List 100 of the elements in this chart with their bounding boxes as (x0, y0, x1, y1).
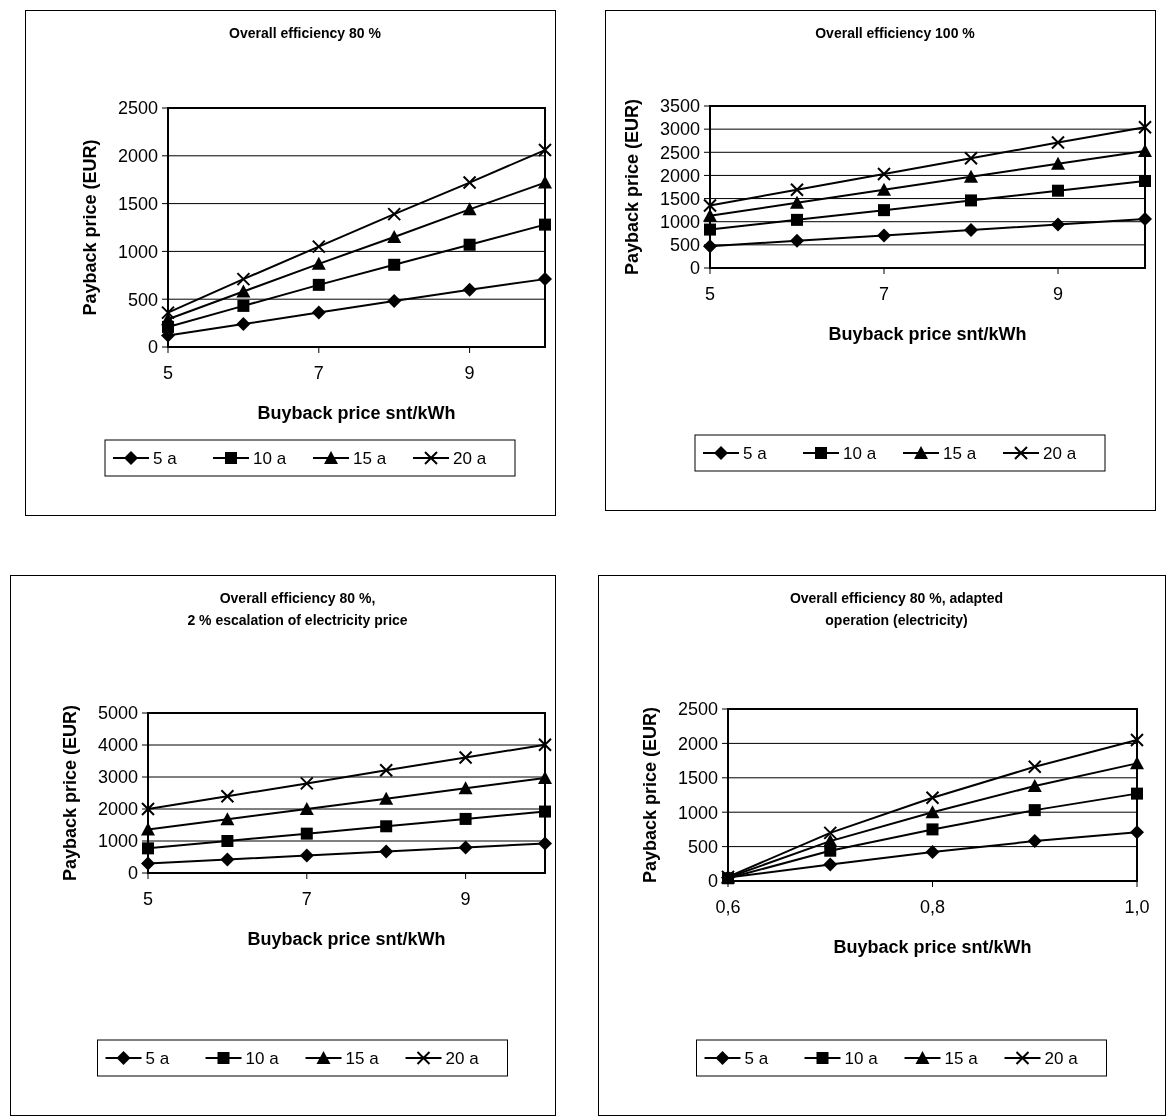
y-tick-label: 2000 (117, 146, 158, 167)
y-axis-title: Payback price (EUR) (640, 706, 660, 884)
point (463, 238, 476, 251)
point (926, 823, 939, 836)
point (790, 233, 804, 248)
x-tick-label: 9 (460, 889, 471, 909)
point (1027, 779, 1042, 793)
point (237, 299, 250, 312)
point (1051, 135, 1065, 150)
legend-label: 20 a (1043, 443, 1077, 463)
point (791, 213, 803, 226)
point (877, 167, 891, 182)
legend-label: 5 a (744, 1048, 769, 1068)
point (312, 278, 325, 291)
point (964, 151, 978, 166)
x-tick-label: 7 (878, 284, 890, 304)
y-tick-label: 2000 (659, 165, 700, 186)
point (538, 175, 552, 189)
point (823, 825, 838, 840)
point (539, 805, 551, 818)
point (459, 812, 472, 825)
point (141, 822, 155, 836)
x-tick-label: 5 (142, 889, 154, 909)
point (462, 282, 477, 297)
point (311, 239, 326, 254)
legend-label: 10 a (253, 448, 287, 468)
point (704, 223, 716, 236)
x-axis-title: Buyback price snt/kWh (247, 929, 446, 949)
y-tick-label: 1500 (117, 193, 158, 214)
point (964, 169, 978, 183)
chart-title: Overall efficiency 80 %, 2 % escalation of electricity price (187, 590, 408, 628)
y-tick-label: 1500 (659, 188, 700, 209)
point (379, 791, 394, 805)
y-axis-title: Payback price (EUR) (60, 704, 80, 882)
point (1028, 804, 1041, 817)
y-tick-label: 500 (127, 289, 158, 310)
point (141, 856, 155, 871)
point (925, 790, 940, 805)
point (236, 284, 251, 298)
point (964, 223, 978, 238)
point (220, 852, 235, 867)
point (703, 239, 717, 254)
y-tick-label: 0 (127, 863, 138, 884)
x-tick-label: 0,6 (715, 897, 741, 917)
point (142, 842, 154, 855)
x-tick-label: 1,0 (1124, 897, 1150, 917)
x-tick-label: 0,8 (919, 897, 946, 917)
point (161, 305, 175, 320)
y-tick-label: 2000 (97, 799, 138, 820)
point (299, 848, 314, 863)
point (299, 802, 314, 815)
point (462, 175, 477, 190)
y-tick-label: 2500 (117, 98, 158, 119)
point (878, 204, 890, 217)
point (300, 827, 313, 840)
legend-label: 15 a (345, 1048, 380, 1068)
point (1138, 211, 1152, 226)
y-tick-label: 3500 (659, 96, 700, 117)
point (458, 781, 473, 795)
y-tick-label: 4000 (97, 735, 138, 756)
point (141, 802, 155, 816)
legend-label: 15 a (943, 443, 977, 463)
legend-label: 5 a (153, 448, 178, 468)
legend-label: 15 a (944, 1048, 979, 1068)
legend-label: 20 a (1044, 1048, 1079, 1068)
point (877, 228, 891, 243)
legend-label: 15 a (353, 448, 387, 468)
legend-label: 20 a (453, 448, 487, 468)
x-tick-label: 7 (313, 363, 324, 383)
point (221, 835, 234, 847)
legend-label: 5 a (145, 1048, 170, 1068)
y-tick-label: 500 (687, 836, 718, 857)
point (1052, 184, 1064, 197)
point (387, 230, 402, 244)
point (925, 805, 940, 819)
point (703, 208, 717, 222)
y-tick-label: 2500 (677, 699, 718, 720)
y-axis-title: Payback price (EUR) (80, 139, 100, 316)
y-tick-label: 1000 (97, 831, 138, 852)
point (220, 812, 235, 826)
point (387, 207, 402, 222)
point (790, 195, 804, 209)
legend-label: 5 a (743, 443, 768, 463)
point (703, 198, 717, 213)
chart-title: Overall efficiency 80 %, adapted operation (electricity) (789, 590, 1004, 628)
x-axis-title: Buyback price snt/kWh (828, 324, 1027, 344)
x-tick-label: 5 (162, 363, 174, 383)
x-axis-title: Buyback price snt/kWh (833, 937, 1032, 957)
legend-label: 10 a (843, 443, 877, 463)
y-tick-label: 1000 (659, 212, 700, 233)
point (790, 182, 804, 197)
point (925, 845, 940, 860)
legend-label: 10 a (844, 1048, 879, 1068)
legend-label: 10 a (245, 1048, 280, 1068)
x-tick-label: 9 (464, 363, 475, 383)
point (220, 789, 235, 804)
point (311, 256, 326, 270)
point (458, 750, 473, 765)
point (1027, 759, 1042, 774)
x-tick-label: 9 (1052, 284, 1064, 304)
